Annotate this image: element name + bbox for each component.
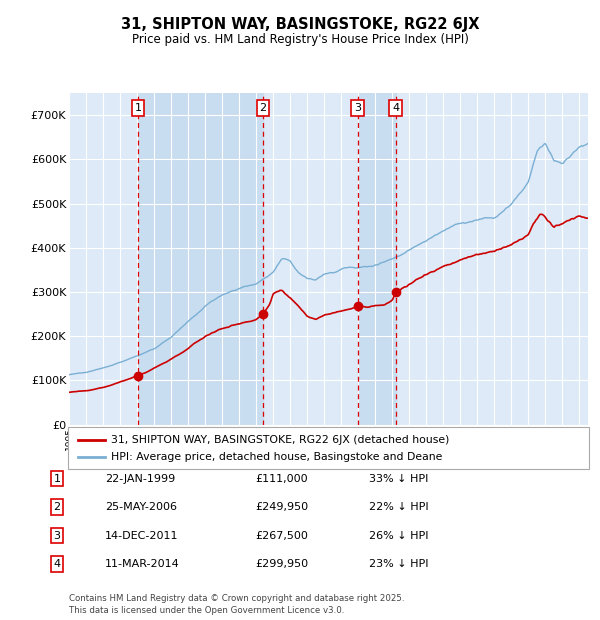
Text: 1: 1 [53, 474, 61, 484]
Text: £267,500: £267,500 [255, 531, 308, 541]
Text: 3: 3 [354, 103, 361, 113]
Text: 31, SHIPTON WAY, BASINGSTOKE, RG22 6JX: 31, SHIPTON WAY, BASINGSTOKE, RG22 6JX [121, 17, 479, 32]
Text: 26% ↓ HPI: 26% ↓ HPI [369, 531, 428, 541]
Text: 4: 4 [392, 103, 399, 113]
Text: 25-MAY-2006: 25-MAY-2006 [105, 502, 177, 512]
Text: £299,950: £299,950 [255, 559, 308, 569]
Text: HPI: Average price, detached house, Basingstoke and Deane: HPI: Average price, detached house, Basi… [111, 452, 442, 462]
Text: 11-MAR-2014: 11-MAR-2014 [105, 559, 180, 569]
Text: £111,000: £111,000 [255, 474, 308, 484]
Text: 31, SHIPTON WAY, BASINGSTOKE, RG22 6JX (detached house): 31, SHIPTON WAY, BASINGSTOKE, RG22 6JX (… [111, 435, 449, 445]
Text: 2: 2 [259, 103, 266, 113]
Text: 33% ↓ HPI: 33% ↓ HPI [369, 474, 428, 484]
Text: 1: 1 [134, 103, 142, 113]
Text: 4: 4 [53, 559, 61, 569]
Text: 14-DEC-2011: 14-DEC-2011 [105, 531, 179, 541]
Bar [138, 93, 263, 425]
Text: 3: 3 [53, 531, 61, 541]
Text: 23% ↓ HPI: 23% ↓ HPI [369, 559, 428, 569]
Text: 22-JAN-1999: 22-JAN-1999 [105, 474, 175, 484]
Text: £249,950: £249,950 [255, 502, 308, 512]
Text: Price paid vs. HM Land Registry's House Price Index (HPI): Price paid vs. HM Land Registry's House … [131, 33, 469, 46]
Text: 2: 2 [53, 502, 61, 512]
Text: 22% ↓ HPI: 22% ↓ HPI [369, 502, 428, 512]
Text: Contains HM Land Registry data © Crown copyright and database right 2025.
This d: Contains HM Land Registry data © Crown c… [69, 594, 404, 615]
Bar [358, 93, 395, 425]
